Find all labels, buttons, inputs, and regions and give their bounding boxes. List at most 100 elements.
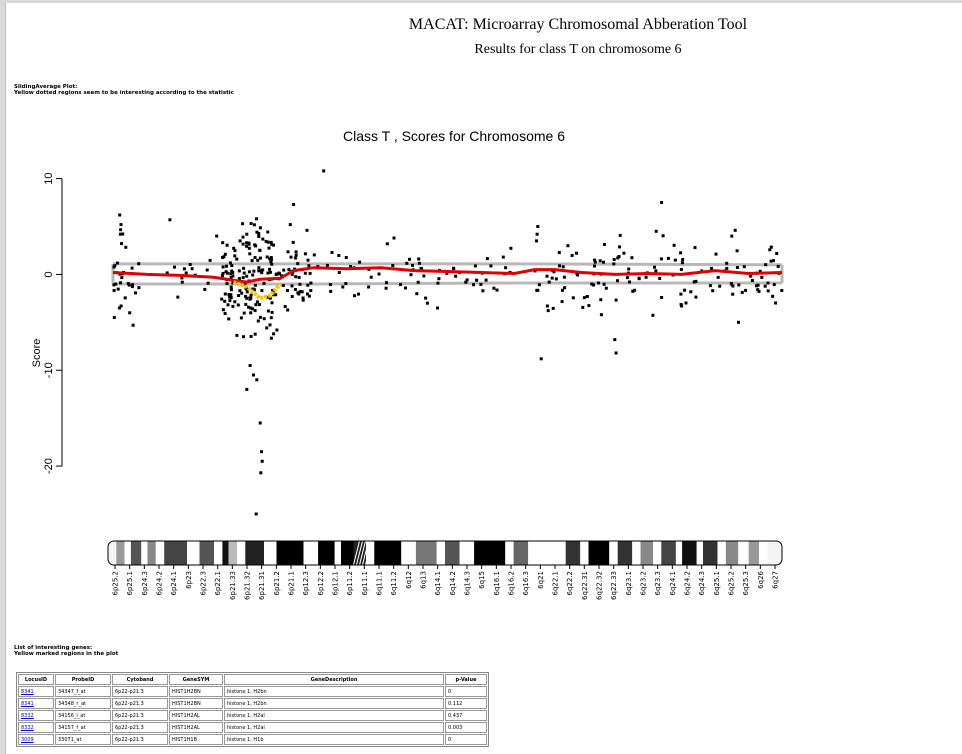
score-point (286, 250, 290, 254)
score-point (384, 286, 388, 290)
score-point (735, 249, 739, 253)
score-point (257, 269, 261, 273)
score-point (290, 295, 294, 298)
score-point (288, 223, 292, 227)
score-point (560, 300, 564, 304)
score-point (290, 272, 294, 276)
score-point (749, 274, 753, 278)
score-point (756, 288, 760, 292)
score-point (692, 280, 696, 284)
cytoband-label: 6q25.1 (713, 571, 721, 595)
cytoband (116, 541, 125, 565)
locus-link[interactable]: 8332 (21, 712, 34, 719)
score-point (566, 244, 570, 248)
score-point (253, 256, 257, 259)
cytoband-label: 6p21.32 (244, 571, 252, 600)
window-left-edge (0, 0, 6, 754)
score-point (631, 289, 635, 293)
score-point (250, 259, 254, 263)
score-point (126, 282, 130, 285)
locus-link[interactable]: 3009 (21, 736, 34, 743)
score-point (654, 229, 658, 233)
score-point (283, 305, 287, 308)
cytoband (415, 541, 437, 565)
score-point (255, 217, 258, 221)
score-point (472, 283, 475, 287)
score-point (307, 264, 311, 268)
score-point (409, 273, 413, 277)
score-point (289, 255, 293, 259)
score-point (228, 299, 232, 303)
score-point (268, 323, 272, 327)
score-point (694, 295, 698, 299)
score-point (190, 267, 194, 271)
score-point (266, 271, 270, 275)
score-point (303, 252, 307, 256)
locus-cell: 8341 (18, 698, 54, 709)
score-point (329, 289, 333, 293)
score-point (771, 294, 775, 298)
score-point (539, 357, 543, 361)
score-point (672, 243, 676, 247)
cytoband-label: 6q25.2 (728, 571, 736, 595)
score-point (262, 317, 266, 321)
score-point (484, 278, 488, 282)
locus-link[interactable]: 8332 (21, 724, 34, 731)
cytoband-cell: 6p22-p21.3 (112, 686, 168, 697)
score-point (294, 275, 298, 279)
score-point (614, 298, 618, 302)
score-point (425, 301, 429, 305)
score-point (306, 258, 310, 262)
score-point (221, 265, 225, 269)
score-point (571, 296, 575, 300)
cytoband-label: 6q24.3 (698, 571, 706, 595)
locus-link[interactable]: 8341 (21, 700, 34, 707)
score-point (269, 336, 273, 340)
score-point (253, 288, 256, 292)
score-point (241, 276, 245, 280)
cytoband-label: 6p25.1 (126, 571, 134, 595)
score-point (293, 288, 297, 291)
score-point (233, 249, 237, 253)
score-point (617, 255, 621, 258)
chromosome-ideogram (107, 540, 783, 566)
score-point (585, 295, 589, 298)
score-point (261, 237, 265, 241)
score-point (776, 264, 780, 268)
centromere-hatch (359, 540, 366, 566)
score-point (417, 261, 421, 265)
score-point (557, 251, 561, 255)
score-point (537, 283, 541, 287)
score-point (550, 276, 554, 280)
score-point (735, 266, 739, 269)
score-point (121, 232, 125, 236)
genes-intro-heading: List of interesting genes: (14, 645, 93, 651)
score-point (266, 309, 270, 313)
score-point (411, 263, 414, 267)
score-point (258, 315, 262, 319)
score-point (679, 268, 683, 271)
score-point (252, 373, 255, 377)
score-point (307, 294, 311, 298)
score-point (203, 287, 207, 291)
score-point (473, 264, 477, 268)
score-point (353, 294, 356, 298)
cytoband (588, 541, 610, 565)
score-plot: Class T , Scores for Chromosome 6 Score … (31, 128, 784, 600)
score-point (775, 252, 779, 255)
score-point (290, 284, 294, 288)
score-point (247, 246, 251, 250)
score-point (247, 242, 251, 246)
locus-link[interactable]: 8341 (21, 688, 34, 695)
score-point (420, 267, 424, 271)
cytoband (341, 541, 354, 565)
probe-cell: 33071_at (55, 734, 111, 745)
score-point (119, 281, 122, 285)
score-point (243, 282, 247, 286)
score-point (272, 332, 276, 336)
cytoband-label: 6q22.33 (610, 571, 618, 600)
score-point (322, 169, 326, 173)
y-tick-label: -10 (43, 362, 55, 378)
probe-cell: 34348_r_at (55, 698, 111, 709)
score-point (120, 276, 124, 280)
